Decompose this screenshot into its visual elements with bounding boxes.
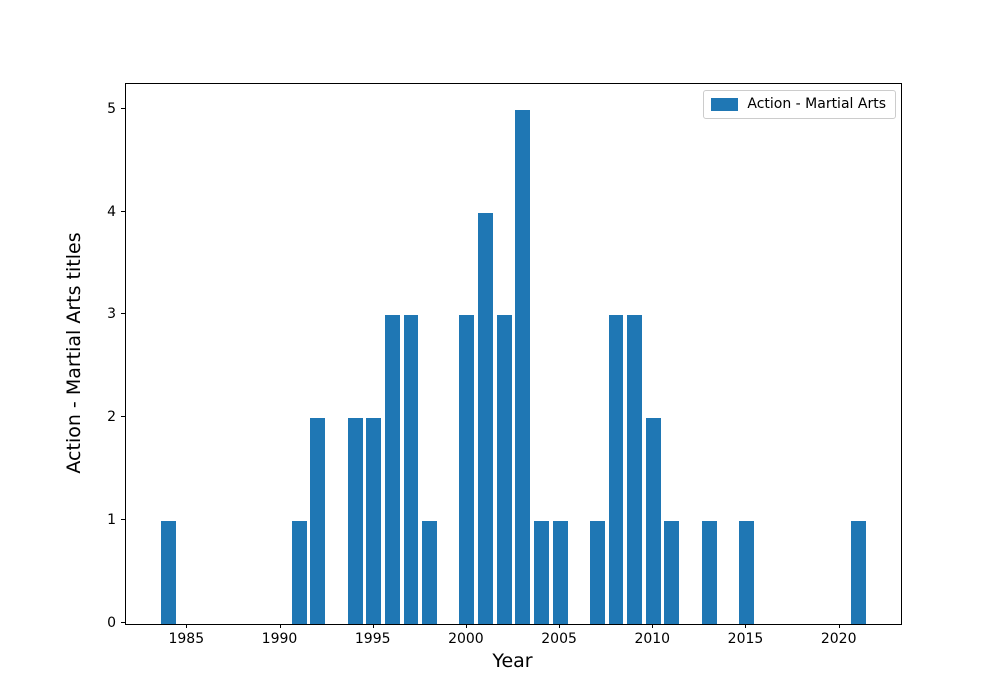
bar-1998 — [422, 521, 438, 624]
x-tick-label-2000: 2000 — [448, 631, 484, 647]
x-tick-mark-1990 — [279, 624, 281, 628]
x-tick-mark-2000 — [465, 624, 467, 628]
x-tick-label-1995: 1995 — [354, 631, 391, 647]
bar-2005 — [552, 521, 568, 624]
x-tick-label-2010: 2010 — [634, 631, 671, 647]
y-tick-label-5: 5 — [107, 100, 116, 117]
bar-1992 — [310, 418, 326, 624]
bar-2008 — [608, 315, 624, 624]
plot-area: Action - Martial Arts — [125, 83, 902, 625]
legend: Action - Martial Arts — [703, 90, 896, 119]
legend-swatch — [711, 98, 739, 111]
bar-1997 — [403, 315, 419, 624]
y-tick-label-4: 4 — [107, 203, 116, 220]
x-tick-label-1990: 1990 — [261, 631, 298, 647]
bar-1996 — [384, 315, 400, 624]
y-tick-mark-2 — [121, 416, 125, 418]
bar-2004 — [534, 521, 549, 624]
y-tick-label-0: 0 — [107, 615, 116, 631]
y-tick-label-1: 1 — [107, 512, 116, 529]
bar-1994 — [347, 418, 363, 624]
y-tick-label-3: 3 — [107, 306, 116, 323]
bar-2002 — [496, 315, 512, 624]
x-tick-label-1985: 1985 — [168, 631, 205, 647]
bar-1991 — [291, 521, 307, 624]
y-tick-label-2: 2 — [107, 409, 116, 426]
x-axis-label: Year — [492, 650, 533, 672]
x-tick-mark-2010 — [652, 624, 654, 628]
legend-label: Action - Martial Arts — [747, 96, 886, 112]
y-axis-label: Action - Martial Arts titles — [63, 232, 85, 474]
bar-2000 — [459, 315, 475, 624]
y-tick-mark-0 — [121, 622, 125, 623]
x-axis-ticks: 1985 1990 1995 2000 2005 2010 2015 2020 — [125, 624, 900, 654]
x-tick-mark-2020 — [838, 624, 840, 628]
y-tick-mark-5 — [121, 107, 125, 109]
bar-2013 — [701, 521, 717, 624]
x-tick-label-2015: 2015 — [727, 631, 764, 647]
y-tick-mark-4 — [121, 210, 125, 212]
x-tick-mark-1995 — [372, 624, 374, 628]
bar-2007 — [589, 521, 605, 624]
x-tick-label-2005: 2005 — [541, 631, 577, 647]
bar-2010 — [645, 418, 661, 624]
y-tick-mark-3 — [121, 313, 125, 315]
bar-2015 — [739, 521, 754, 624]
x-tick-label-2020: 2020 — [820, 631, 857, 647]
bar-2001 — [478, 212, 493, 624]
y-tick-mark-1 — [121, 519, 125, 521]
bar-2011 — [664, 521, 680, 624]
y-axis-ticks: 0 1 2 3 4 5 — [0, 83, 125, 631]
x-tick-mark-2015 — [745, 624, 747, 628]
x-tick-mark-2005 — [559, 624, 561, 628]
bar-2003 — [515, 109, 531, 624]
bar-1995 — [366, 418, 382, 624]
bar-2009 — [627, 315, 643, 624]
bar-1984 — [161, 521, 177, 624]
bar-2021 — [850, 521, 866, 624]
x-tick-mark-1985 — [186, 624, 188, 628]
